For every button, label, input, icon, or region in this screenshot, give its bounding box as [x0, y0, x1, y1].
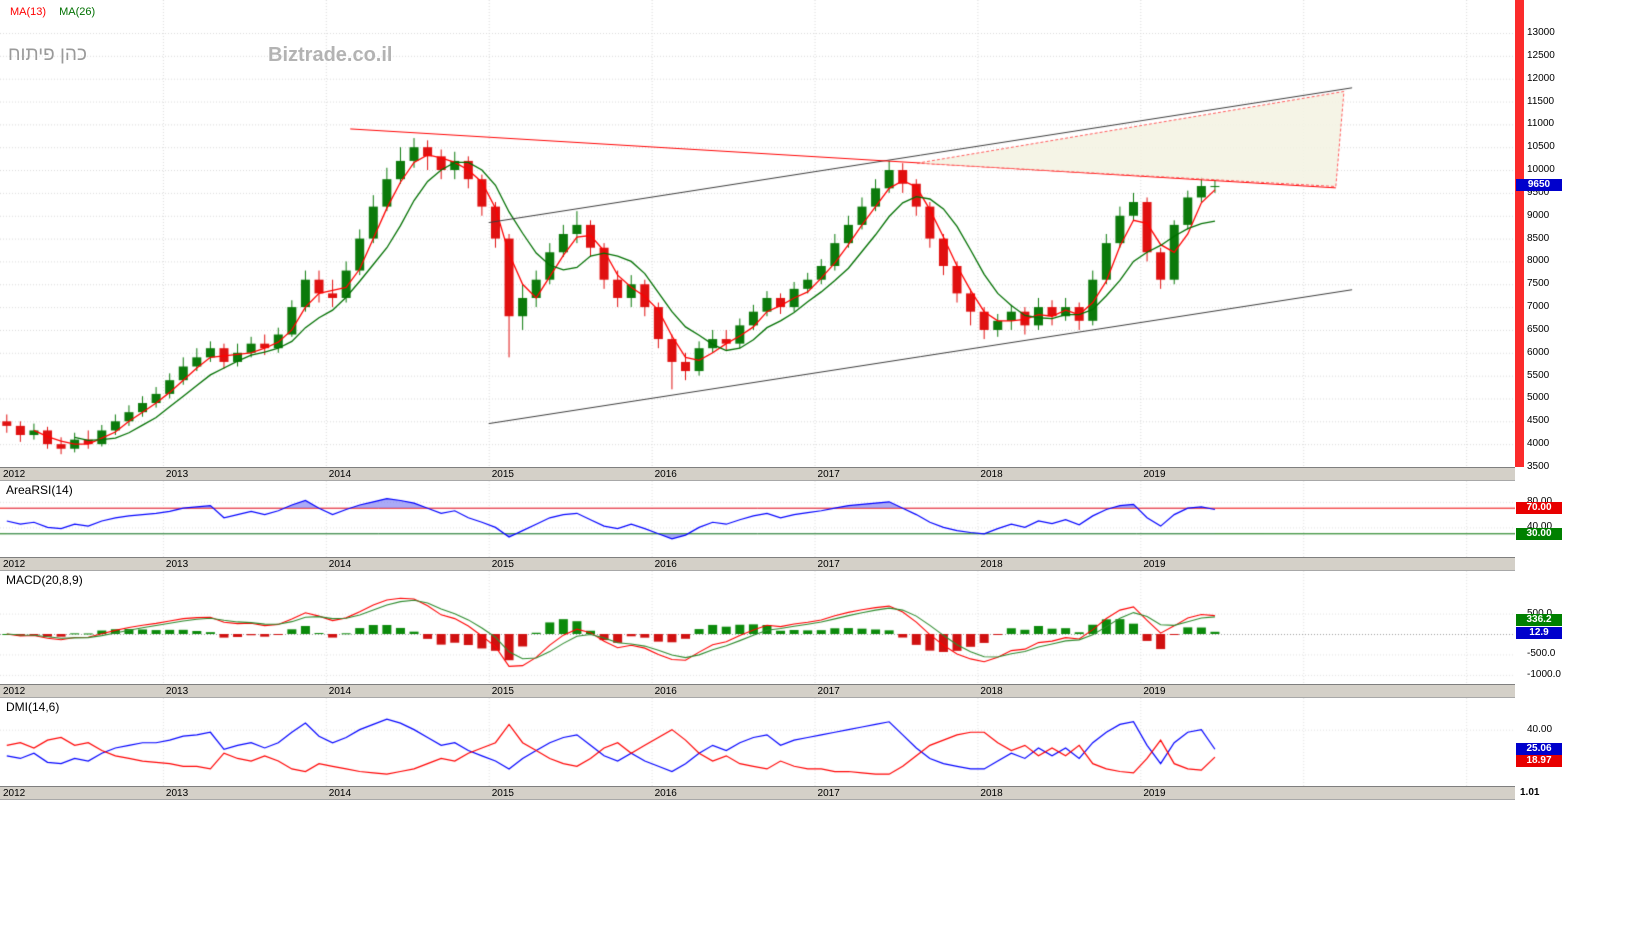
year-label: 2019 [1143, 788, 1166, 799]
price-axis-label: 6000 [1527, 346, 1550, 358]
dmi-value-badge: 18.97 [1516, 755, 1562, 768]
rsi-level-badge: 30.00 [1516, 527, 1562, 540]
price-axis-label: 11500 [1527, 95, 1555, 107]
price-axis-label: 13000 [1527, 27, 1555, 38]
rsi-axis-label: 40.00 [1527, 521, 1552, 532]
year-label: 2016 [654, 559, 677, 570]
x-axis-strip-rsi: 2012 2013 2014 2015 2016 2017 2018 2019 [0, 557, 1515, 571]
year-label: 2015 [491, 788, 514, 799]
x-axis-strip-dmi: 2012 2013 2014 2015 2016 2017 2018 2019 [0, 786, 1515, 800]
year-label: 2014 [328, 469, 352, 480]
x-axis-strip-main: 2012 2013 2014 2015 2016 2017 2018 2019 [0, 467, 1515, 481]
year-label: 2017 [817, 559, 840, 570]
year-label: 2015 [491, 469, 514, 480]
dmi-chart-canvas[interactable] [0, 698, 1515, 786]
instrument-name: כהן פיתוח [8, 44, 87, 65]
rsi-title: AreaRSI(14) [4, 483, 75, 497]
price-axis-label: 8500 [1527, 232, 1550, 244]
price-axis-label: 8000 [1527, 255, 1550, 267]
year-label: 2019 [1143, 686, 1166, 697]
dmi-value-badge: 25.06 [1516, 743, 1562, 756]
macd-chart-canvas[interactable] [0, 571, 1515, 684]
year-label: 2012 [3, 559, 26, 570]
year-label: 2017 [817, 686, 840, 697]
ratio-label: 1.01 [1520, 787, 1540, 798]
year-label: 2016 [654, 686, 677, 697]
year-label: 2014 [328, 788, 352, 799]
year-label: 2014 [328, 686, 352, 697]
year-label: 2018 [980, 559, 1003, 570]
year-label: 2018 [980, 686, 1003, 697]
year-label: 2017 [817, 469, 840, 480]
dmi-axis-label: 40.00 [1527, 723, 1553, 735]
price-axis-label: 4000 [1527, 438, 1550, 450]
year-label: 2018 [980, 788, 1003, 799]
macd-title: MACD(20,8,9) [4, 573, 85, 587]
macd-value-badge: 12.9 [1516, 627, 1562, 640]
price-axis-label: 7500 [1527, 278, 1550, 290]
price-axis-label: 12000 [1527, 72, 1555, 84]
year-label: 2013 [165, 559, 189, 570]
year-label: 2013 [165, 469, 189, 480]
rsi-level-badge: 70.00 [1516, 502, 1562, 515]
price-axis-label: 3500 [1527, 461, 1550, 472]
price-axis-label: 12500 [1527, 49, 1555, 61]
last-price-badge: 9650 [1516, 179, 1562, 192]
price-axis-label: 10000 [1527, 164, 1555, 176]
price-axis-bar [1515, 0, 1524, 467]
price-axis-label: 5000 [1527, 392, 1550, 404]
macd-value-badge: 336.2 [1516, 614, 1562, 627]
year-label: 2018 [980, 469, 1003, 480]
watermark: Biztrade.co.il [268, 44, 393, 66]
rsi-axis-label: 80.00 [1527, 496, 1552, 507]
x-axis-strip-macd: 2012 2013 2014 2015 2016 2017 2018 2019 [0, 684, 1515, 698]
year-label: 2015 [491, 686, 514, 697]
year-label: 2013 [165, 788, 189, 799]
year-label: 2015 [491, 559, 514, 570]
main-chart-canvas[interactable] [0, 0, 1515, 467]
year-label: 2014 [328, 559, 352, 570]
rsi-chart-canvas[interactable] [0, 481, 1515, 557]
year-label: 2016 [654, 788, 677, 799]
macd-axis-label: -500.0 [1527, 648, 1556, 660]
ma26-legend-label: MA(26) [59, 6, 96, 18]
year-label: 2013 [165, 686, 189, 697]
ma-legend: MA(13) MA(26) [10, 6, 105, 18]
price-axis-label: 11000 [1527, 118, 1555, 130]
macd-axis-label: -1000.0 [1527, 668, 1561, 680]
ma13-legend-label: MA(13) [10, 6, 47, 18]
price-axis-label: 9000 [1527, 209, 1550, 221]
macd-axis-label: 500.0 [1527, 607, 1553, 619]
price-axis-label: 9500 [1527, 186, 1550, 198]
price-axis-label: 5500 [1527, 369, 1550, 381]
price-axis-label: 10500 [1527, 141, 1555, 153]
year-label: 2017 [817, 788, 840, 799]
year-label: 2019 [1143, 469, 1166, 480]
year-label: 2012 [3, 788, 26, 799]
dmi-title: DMI(14,6) [4, 700, 62, 714]
year-label: 2012 [3, 686, 26, 697]
price-axis-label: 7000 [1527, 301, 1550, 313]
year-label: 2016 [654, 469, 677, 480]
price-axis-label: 4500 [1527, 415, 1550, 427]
year-label: 2012 [3, 469, 26, 480]
price-axis-label: 6500 [1527, 323, 1550, 335]
year-label: 2019 [1143, 559, 1166, 570]
